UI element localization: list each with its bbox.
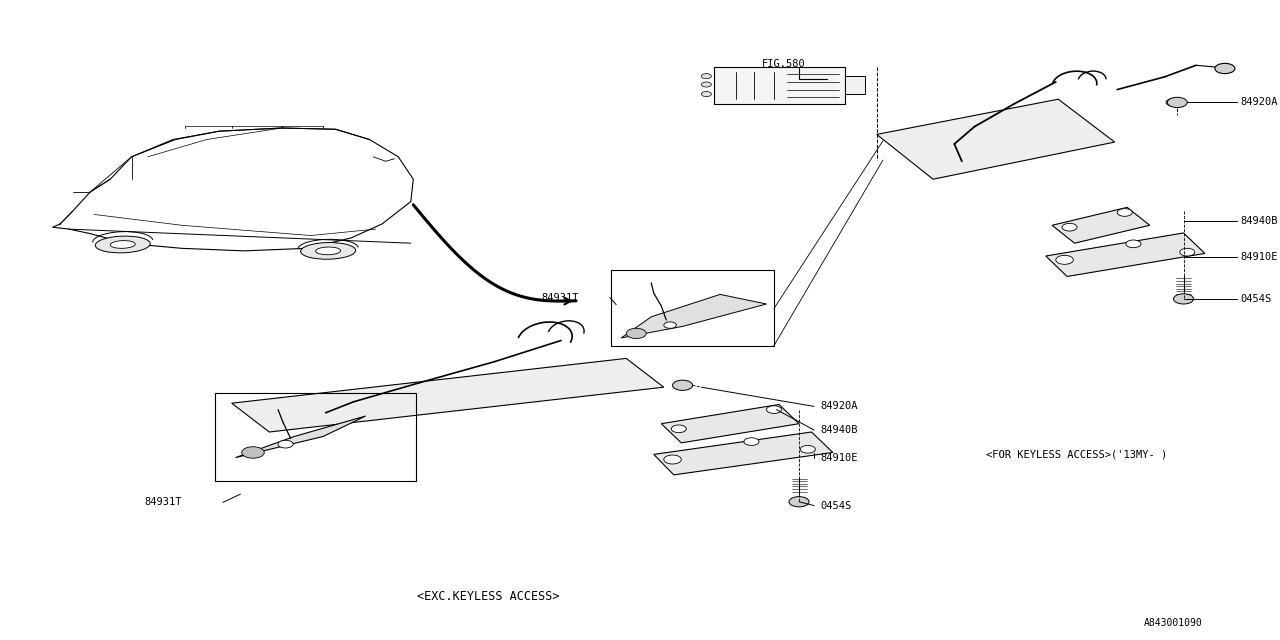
Polygon shape (1052, 207, 1149, 243)
Text: FIG.580: FIG.580 (762, 59, 805, 69)
Ellipse shape (664, 455, 681, 464)
Ellipse shape (701, 82, 712, 87)
Polygon shape (232, 358, 664, 432)
Text: 0454S: 0454S (1240, 294, 1271, 304)
Polygon shape (621, 294, 767, 338)
Ellipse shape (744, 438, 759, 445)
Polygon shape (662, 404, 799, 443)
Ellipse shape (626, 328, 646, 339)
Ellipse shape (1056, 255, 1074, 264)
Polygon shape (236, 416, 366, 458)
Text: 84920A: 84920A (1240, 97, 1277, 108)
Polygon shape (654, 432, 833, 475)
Ellipse shape (788, 497, 809, 507)
Ellipse shape (1117, 209, 1133, 216)
Text: 84910E: 84910E (1240, 252, 1277, 262)
Text: 84940B: 84940B (820, 425, 858, 435)
Ellipse shape (767, 406, 782, 413)
Bar (215, 393, 416, 481)
Ellipse shape (701, 74, 712, 79)
Ellipse shape (1174, 294, 1193, 304)
Ellipse shape (110, 241, 136, 248)
Ellipse shape (1167, 97, 1188, 108)
Ellipse shape (1215, 63, 1235, 74)
Ellipse shape (672, 380, 692, 390)
Polygon shape (1046, 233, 1204, 276)
Bar (611, 270, 774, 346)
Ellipse shape (671, 425, 686, 433)
Ellipse shape (664, 322, 676, 328)
Text: 84920A: 84920A (820, 401, 858, 412)
Ellipse shape (278, 440, 293, 448)
Ellipse shape (1126, 240, 1140, 248)
Polygon shape (877, 99, 1115, 179)
Ellipse shape (701, 92, 712, 97)
Ellipse shape (95, 236, 150, 253)
Bar (845, 76, 865, 94)
Text: 84931T: 84931T (541, 292, 579, 303)
Ellipse shape (800, 445, 815, 453)
Text: A843001090: A843001090 (1143, 618, 1202, 628)
Bar (714, 67, 845, 104)
Ellipse shape (316, 247, 340, 255)
Ellipse shape (1166, 99, 1181, 106)
Ellipse shape (1180, 248, 1194, 256)
Ellipse shape (1062, 223, 1076, 231)
Text: <FOR KEYLESS ACCESS>('13MY- ): <FOR KEYLESS ACCESS>('13MY- ) (987, 449, 1167, 460)
Text: 84940B: 84940B (1240, 216, 1277, 226)
Ellipse shape (242, 447, 264, 458)
Text: 84910E: 84910E (820, 452, 858, 463)
Text: 84931T: 84931T (145, 497, 182, 508)
Text: <EXC.KEYLESS ACCESS>: <EXC.KEYLESS ACCESS> (417, 590, 559, 603)
Ellipse shape (301, 243, 356, 259)
Text: 0454S: 0454S (820, 500, 851, 511)
